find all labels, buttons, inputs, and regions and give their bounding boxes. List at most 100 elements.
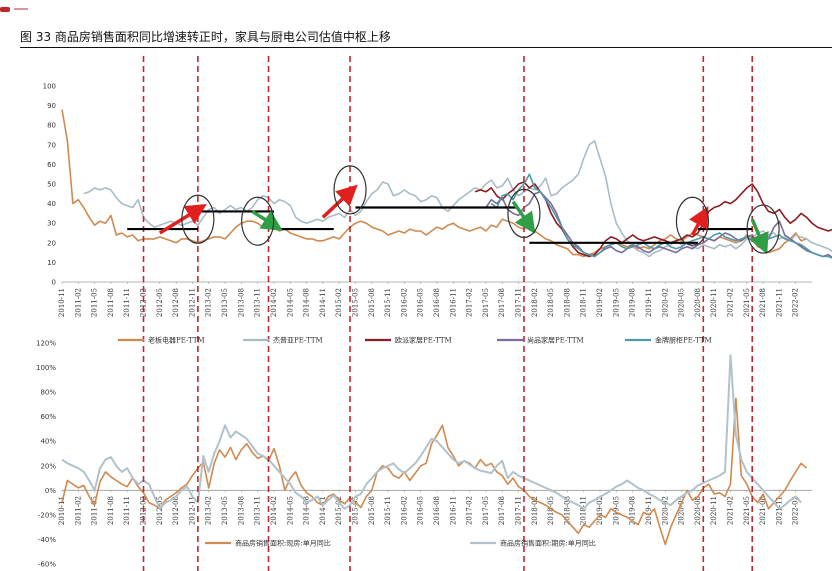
y-tick-label: 90: [47, 102, 56, 110]
x-tick-label: 2014-02: [270, 288, 278, 317]
legend-label: 欧派家居PE-TTM: [395, 336, 452, 345]
highlight-ellipse: [507, 188, 541, 238]
x-tick-label: 2015-08: [368, 288, 376, 317]
x-tick-label: 2010-11: [58, 288, 66, 317]
x-tick-label: 2020-08: [694, 496, 702, 525]
x-tick-label: 2013-02: [205, 288, 213, 317]
x-tick-label: 2016-02: [400, 496, 408, 525]
up-arrow: [689, 206, 709, 236]
down-arrow: [749, 218, 769, 255]
x-tick-label: 2017-11: [515, 496, 523, 525]
x-tick-label: 2020-05: [678, 288, 686, 317]
y-tick-label: 40: [47, 200, 56, 208]
x-tick-label: 2020-05: [678, 496, 686, 525]
x-tick-label: 2017-08: [498, 288, 506, 317]
x-tick-label: 2011-02: [74, 288, 82, 317]
x-tick-label: 2018-02: [531, 288, 539, 317]
y-tick-label: 10: [47, 259, 56, 267]
x-tick-label: 2013-11: [254, 496, 262, 525]
x-tick-label: 2015-11: [384, 288, 392, 317]
highlight-ellipse: [241, 196, 275, 246]
x-tick-label: 2017-02: [466, 288, 474, 317]
x-tick-label: 2012-08: [172, 288, 180, 317]
x-tick-label: 2011-08: [107, 288, 115, 317]
x-tick-label: 2018-02: [531, 496, 539, 525]
x-tick-label: 2021-11: [775, 496, 783, 525]
y-tick-label: -40%: [38, 536, 56, 544]
x-tick-label: 2017-05: [482, 496, 490, 525]
x-tick-label: 2016-11: [449, 496, 457, 525]
title-underline: [20, 47, 832, 48]
series-line: [485, 191, 832, 259]
highlight-ellipse: [675, 196, 710, 246]
x-tick-label: 2019-05: [612, 288, 620, 317]
y-tick-label: 30: [47, 220, 56, 228]
y-tick-label: 20%: [40, 462, 56, 470]
x-tick-label: 2014-05: [286, 496, 294, 525]
x-tick-label: 2014-08: [303, 288, 311, 317]
highlight-ellipse: [746, 204, 780, 254]
x-tick-label: 2022-02: [792, 496, 800, 525]
x-tick-label: 2014-11: [319, 496, 327, 525]
y-tick-label: 80: [47, 122, 56, 130]
y-tick-label: 80%: [40, 389, 56, 397]
x-tick-label: 2016-08: [433, 496, 441, 525]
legend-label: 杰普亚PE-TTM: [273, 336, 323, 345]
x-tick-label: 2019-11: [645, 288, 653, 317]
series-line: [490, 173, 832, 259]
series-line: [83, 140, 832, 258]
up-arrow: [321, 184, 358, 219]
x-tick-label: 2019-05: [612, 496, 620, 525]
x-tick-label: 2019-08: [629, 496, 637, 525]
y-tick-label: 60%: [40, 413, 56, 421]
x-tick-label: 2022-02: [792, 288, 800, 317]
x-tick-label: 2015-08: [368, 496, 376, 525]
brand-logo: [0, 0, 30, 12]
x-tick-label: 2021-02: [726, 496, 734, 525]
x-tick-label: 2020-02: [661, 288, 669, 317]
y-tick-label: 120%: [36, 340, 56, 348]
x-tick-label: 2021-05: [743, 496, 751, 525]
series-line: [474, 181, 832, 258]
x-tick-label: 2017-02: [466, 496, 474, 525]
x-tick-label: 2012-11: [188, 288, 196, 317]
legend-label: 商品房销售面积:现房:单月同比: [235, 539, 331, 548]
x-tick-label: 2013-02: [205, 496, 213, 525]
panel-2: 120% 100% 80% 60% 40% 20% 0% -20% -40% -60% 2010-1…: [36, 340, 812, 569]
x-tick-label: 2015-05: [351, 288, 359, 317]
down-arrow: [251, 209, 283, 231]
x-tick-label: 2018-05: [547, 288, 555, 317]
y-tick-label: 70: [47, 141, 56, 149]
legend-label: 商品房销售面积:期房:单月同比: [500, 539, 596, 548]
y-tick-label: 40%: [40, 438, 56, 446]
figure-title: 图 33 商品房销售面积同比增速转正时，家具与厨电公司估值中枢上移: [20, 30, 391, 44]
x-tick-label: 2013-05: [221, 288, 229, 317]
x-tick-label: 2012-02: [140, 288, 148, 317]
x-tick-label: 2013-08: [237, 288, 245, 317]
legend-label: 尚品家居PE-TTM: [527, 336, 584, 345]
highlight-ellipse: [181, 194, 215, 244]
y-tick-label: -20%: [38, 511, 56, 519]
x-tick-label: 2011-08: [107, 496, 115, 525]
down-arrow: [511, 200, 536, 234]
x-tick-label: 2011-02: [74, 496, 82, 525]
x-tick-label: 2011-05: [91, 288, 99, 317]
highlight-ellipse: [333, 165, 367, 215]
x-tick-label: 2016-05: [417, 288, 425, 317]
legend-label: 老板电器PE-TTM: [148, 336, 205, 345]
x-tick-label: 2012-08: [172, 496, 180, 525]
y-tick-label: 100: [43, 83, 56, 91]
x-tick-label: 2014-11: [319, 288, 327, 317]
x-tick-label: 2015-02: [335, 496, 343, 525]
x-tick-label: 2019-02: [596, 288, 604, 317]
y-tick-label: 20: [47, 239, 56, 247]
x-tick-label: 2016-11: [449, 288, 457, 317]
x-tick-label: 2021-02: [726, 288, 734, 317]
x-tick-label: 2013-05: [221, 496, 229, 525]
x-tick-label: 2014-05: [286, 288, 294, 317]
x-tick-label: 2018-05: [547, 496, 555, 525]
x-tick-label: 2012-11: [188, 496, 196, 525]
x-tick-label: 2014-08: [303, 496, 311, 525]
y-tick-label: 60: [47, 161, 56, 169]
